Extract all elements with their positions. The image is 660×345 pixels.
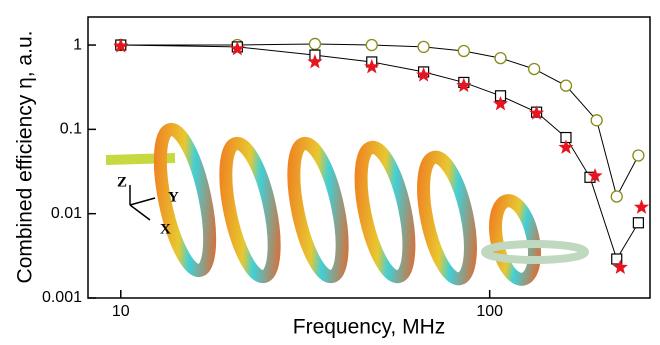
- marker: [495, 53, 506, 64]
- y-tick-label: 0.1: [60, 121, 82, 138]
- marker: [634, 199, 649, 214]
- axis-label: Z: [117, 174, 127, 190]
- axis-label: X: [160, 221, 171, 237]
- marker: [366, 40, 377, 51]
- marker: [458, 45, 469, 56]
- axis-label: Y: [168, 189, 179, 205]
- y-tick-label: 0.01: [51, 205, 82, 222]
- y-axis-title: Combined efficiency η, a.u.: [14, 31, 37, 284]
- x-tick-label: 100: [476, 303, 503, 320]
- marker: [418, 41, 429, 52]
- marker: [591, 115, 602, 126]
- x-axis-title: Frequency, MHz: [293, 316, 446, 339]
- marker: [560, 80, 571, 91]
- x-tick-label: 10: [112, 303, 130, 320]
- axis-glyph: [130, 185, 155, 220]
- chart: Frequency, MHz Combined efficiency η, a.…: [0, 0, 660, 345]
- y-tick-label: 1: [73, 36, 82, 53]
- marker: [611, 191, 622, 202]
- y-tick-label: 0.001: [42, 289, 82, 306]
- marker: [529, 63, 540, 74]
- marker: [633, 218, 643, 228]
- marker: [633, 150, 644, 161]
- marker: [309, 38, 320, 49]
